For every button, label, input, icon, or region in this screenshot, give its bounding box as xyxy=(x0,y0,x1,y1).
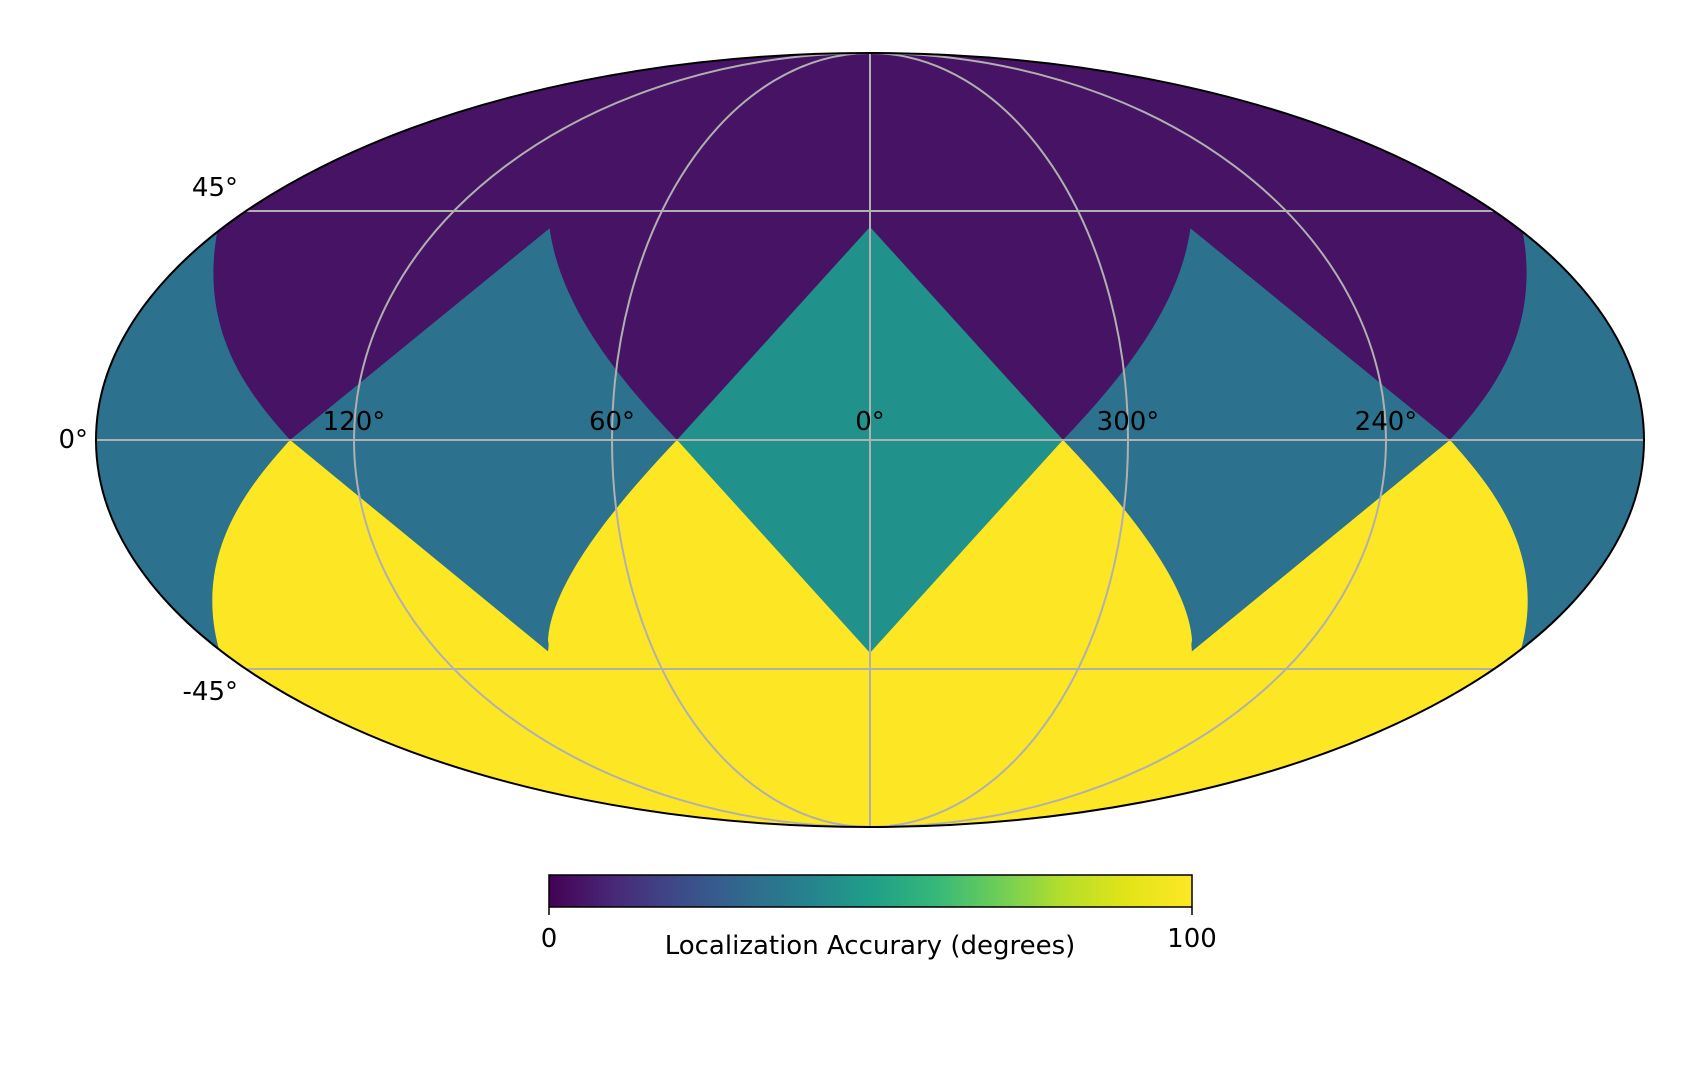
lon-tick-label-300: 300° xyxy=(1097,407,1160,437)
colorbar-tick-label-100: 100 xyxy=(1167,924,1217,954)
north-lobe-4 xyxy=(1190,211,1527,440)
south-lobe-4 xyxy=(1192,440,1527,653)
south-lobe-2 xyxy=(548,440,870,653)
south-wedge-2 xyxy=(290,440,677,653)
lon-tick-label-0: 0° xyxy=(855,407,885,437)
south-wedge-3 xyxy=(1063,440,1450,653)
map-outline xyxy=(95,52,1645,828)
north-lobe-1 xyxy=(213,211,550,440)
graticule xyxy=(96,53,1644,827)
lat-tick-label-0: 0° xyxy=(58,425,88,455)
lon-tick-label-240: 240° xyxy=(1355,407,1418,437)
lon-tick-label-120: 120° xyxy=(323,407,386,437)
grid-lon-60 xyxy=(611,53,1129,827)
colorbar-tick-label-0: 0 xyxy=(541,924,558,954)
colorbar-gradient xyxy=(548,874,1193,908)
colorbar-label: Localization Accurary (degrees) xyxy=(665,931,1076,961)
colorbar: 0 100 Localization Accurary (degrees) xyxy=(541,874,1217,961)
south-lobe-1 xyxy=(213,440,548,653)
lat-tick-label-45: 45° xyxy=(192,173,238,203)
north-lobe-3 xyxy=(870,211,1192,440)
south-lobe-3 xyxy=(870,440,1192,653)
lat-tick-label-neg45: -45° xyxy=(183,677,238,707)
grid-lon-120 xyxy=(353,53,1387,827)
north-lobe-2 xyxy=(548,211,870,440)
lon-tick-label-60: 60° xyxy=(589,407,635,437)
